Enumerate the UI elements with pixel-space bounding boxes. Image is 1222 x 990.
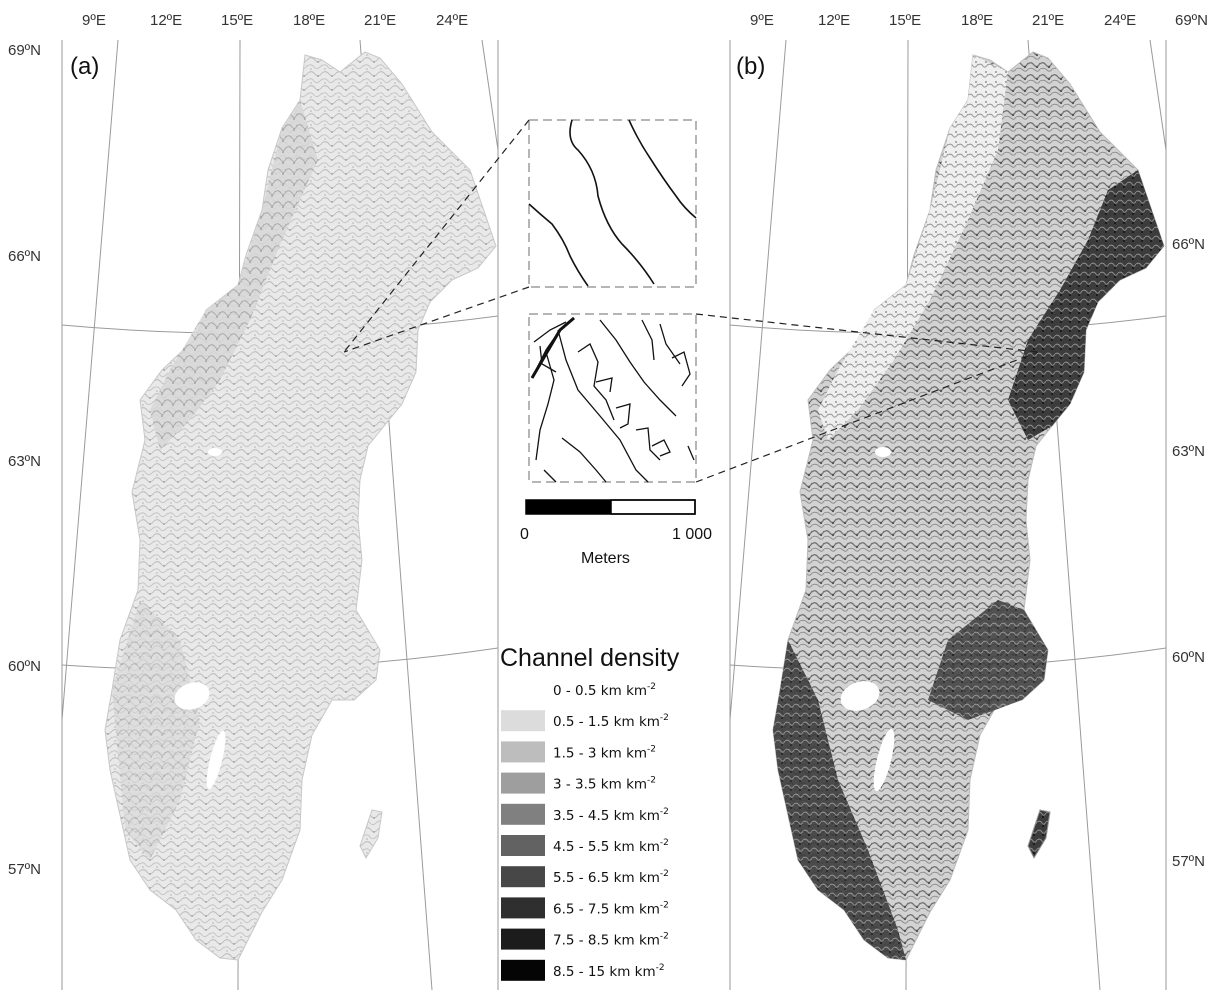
legend: Channel density 0 - 0.5 km km-2 0.5 - 1.5…: [500, 644, 680, 981]
lat-label: 63ºN: [8, 453, 41, 470]
lon-label: 12ºE: [818, 12, 850, 29]
lon-label: 15ºE: [889, 12, 921, 29]
scale-bar-dark-segment: [526, 500, 611, 514]
map-panel-a: (a) 9ºE 12ºE 15ºE 18ºE 21ºE 24ºE 69ºN 66…: [8, 12, 499, 990]
legend-swatch: [501, 835, 545, 856]
legend-label: 0.5 - 1.5 km km-2: [553, 713, 669, 730]
lon-label: 21ºE: [364, 12, 396, 29]
lon-label: 21ºE: [1032, 12, 1064, 29]
lon-label: 18ºE: [293, 12, 325, 29]
legend-label: 0 - 0.5 km km-2: [553, 682, 656, 699]
latitude-labels-b: 66ºN 63ºN 60ºN 57ºN: [1172, 236, 1205, 870]
inset-leader-lines: [343, 119, 1039, 483]
scale-end-label: 1 000: [672, 526, 712, 543]
legend-label: 1.5 - 3 km km-2: [553, 744, 656, 761]
lon-label: 9ºE: [750, 12, 774, 29]
inset-detail-top: [528, 119, 697, 288]
lon-label: 18ºE: [961, 12, 993, 29]
legend-label: 3 - 3.5 km km-2: [553, 776, 656, 793]
scale-start-label: 0: [520, 526, 529, 543]
legend-swatch: [501, 741, 545, 763]
lat-label: 57ºN: [8, 861, 41, 878]
lat-label: 60ºN: [1172, 649, 1205, 666]
map-panel-b: (b) 9ºE 12ºE 15ºE 18ºE 21ºE 24ºE 69ºN 66…: [729, 12, 1208, 990]
lat-label: 60ºN: [8, 658, 41, 675]
legend-label: 7.5 - 8.5 km km-2: [553, 932, 669, 949]
lat-label: 69ºN: [8, 42, 41, 59]
legend-swatch: [501, 803, 545, 825]
lon-label: 24ºE: [1104, 12, 1136, 29]
legend-label: 5.5 - 6.5 km km-2: [553, 869, 669, 886]
panel-label-a: (a): [70, 53, 99, 80]
lat-label: 57ºN: [1172, 853, 1205, 870]
longitude-labels-a: 9ºE 12ºE 15ºE 18ºE 21ºE 24ºE: [82, 12, 468, 29]
legend-label: 6.5 - 7.5 km km-2: [553, 900, 669, 917]
lon-label: 9ºE: [82, 12, 106, 29]
inset-detail-bottom: [528, 313, 697, 483]
legend-swatch: [501, 679, 545, 700]
legend-swatch: [501, 710, 545, 732]
legend-items: 0 - 0.5 km km-2 0.5 - 1.5 km km-2 1.5 - 3 …: [501, 679, 669, 981]
lon-label: 12ºE: [150, 12, 182, 29]
panel-label-b: (b): [736, 53, 765, 80]
lat-label: 66ºN: [8, 248, 41, 265]
lat-label: 66ºN: [1172, 236, 1205, 253]
lat-label: 63ºN: [1172, 443, 1205, 460]
scale-unit-label: Meters: [581, 550, 630, 567]
lon-label: 24ºE: [436, 12, 468, 29]
sweden-map-a: [104, 51, 497, 961]
lon-label: 69ºN: [1175, 12, 1208, 29]
legend-label: 8.5 - 15 km km-2: [553, 963, 665, 980]
lon-label: 15ºE: [221, 12, 253, 29]
legend-swatch: [501, 772, 545, 794]
legend-title: Channel density: [500, 644, 680, 672]
latitude-labels-a: 69ºN 66ºN 63ºN 60ºN 57ºN: [8, 42, 41, 878]
scale-bar-light-segment: [610, 499, 696, 515]
sweden-map-b: [772, 51, 1165, 961]
scale-bar: 0 1 000 Meters: [520, 499, 712, 567]
legend-swatch: [501, 959, 545, 981]
legend-swatch: [501, 866, 545, 888]
longitude-labels-b: 9ºE 12ºE 15ºE 18ºE 21ºE 24ºE 69ºN: [750, 12, 1208, 29]
legend-swatch: [501, 897, 545, 919]
legend-label: 4.5 - 5.5 km km-2: [553, 838, 669, 855]
legend-swatch: [501, 928, 545, 950]
legend-label: 3.5 - 4.5 km km-2: [553, 807, 669, 824]
